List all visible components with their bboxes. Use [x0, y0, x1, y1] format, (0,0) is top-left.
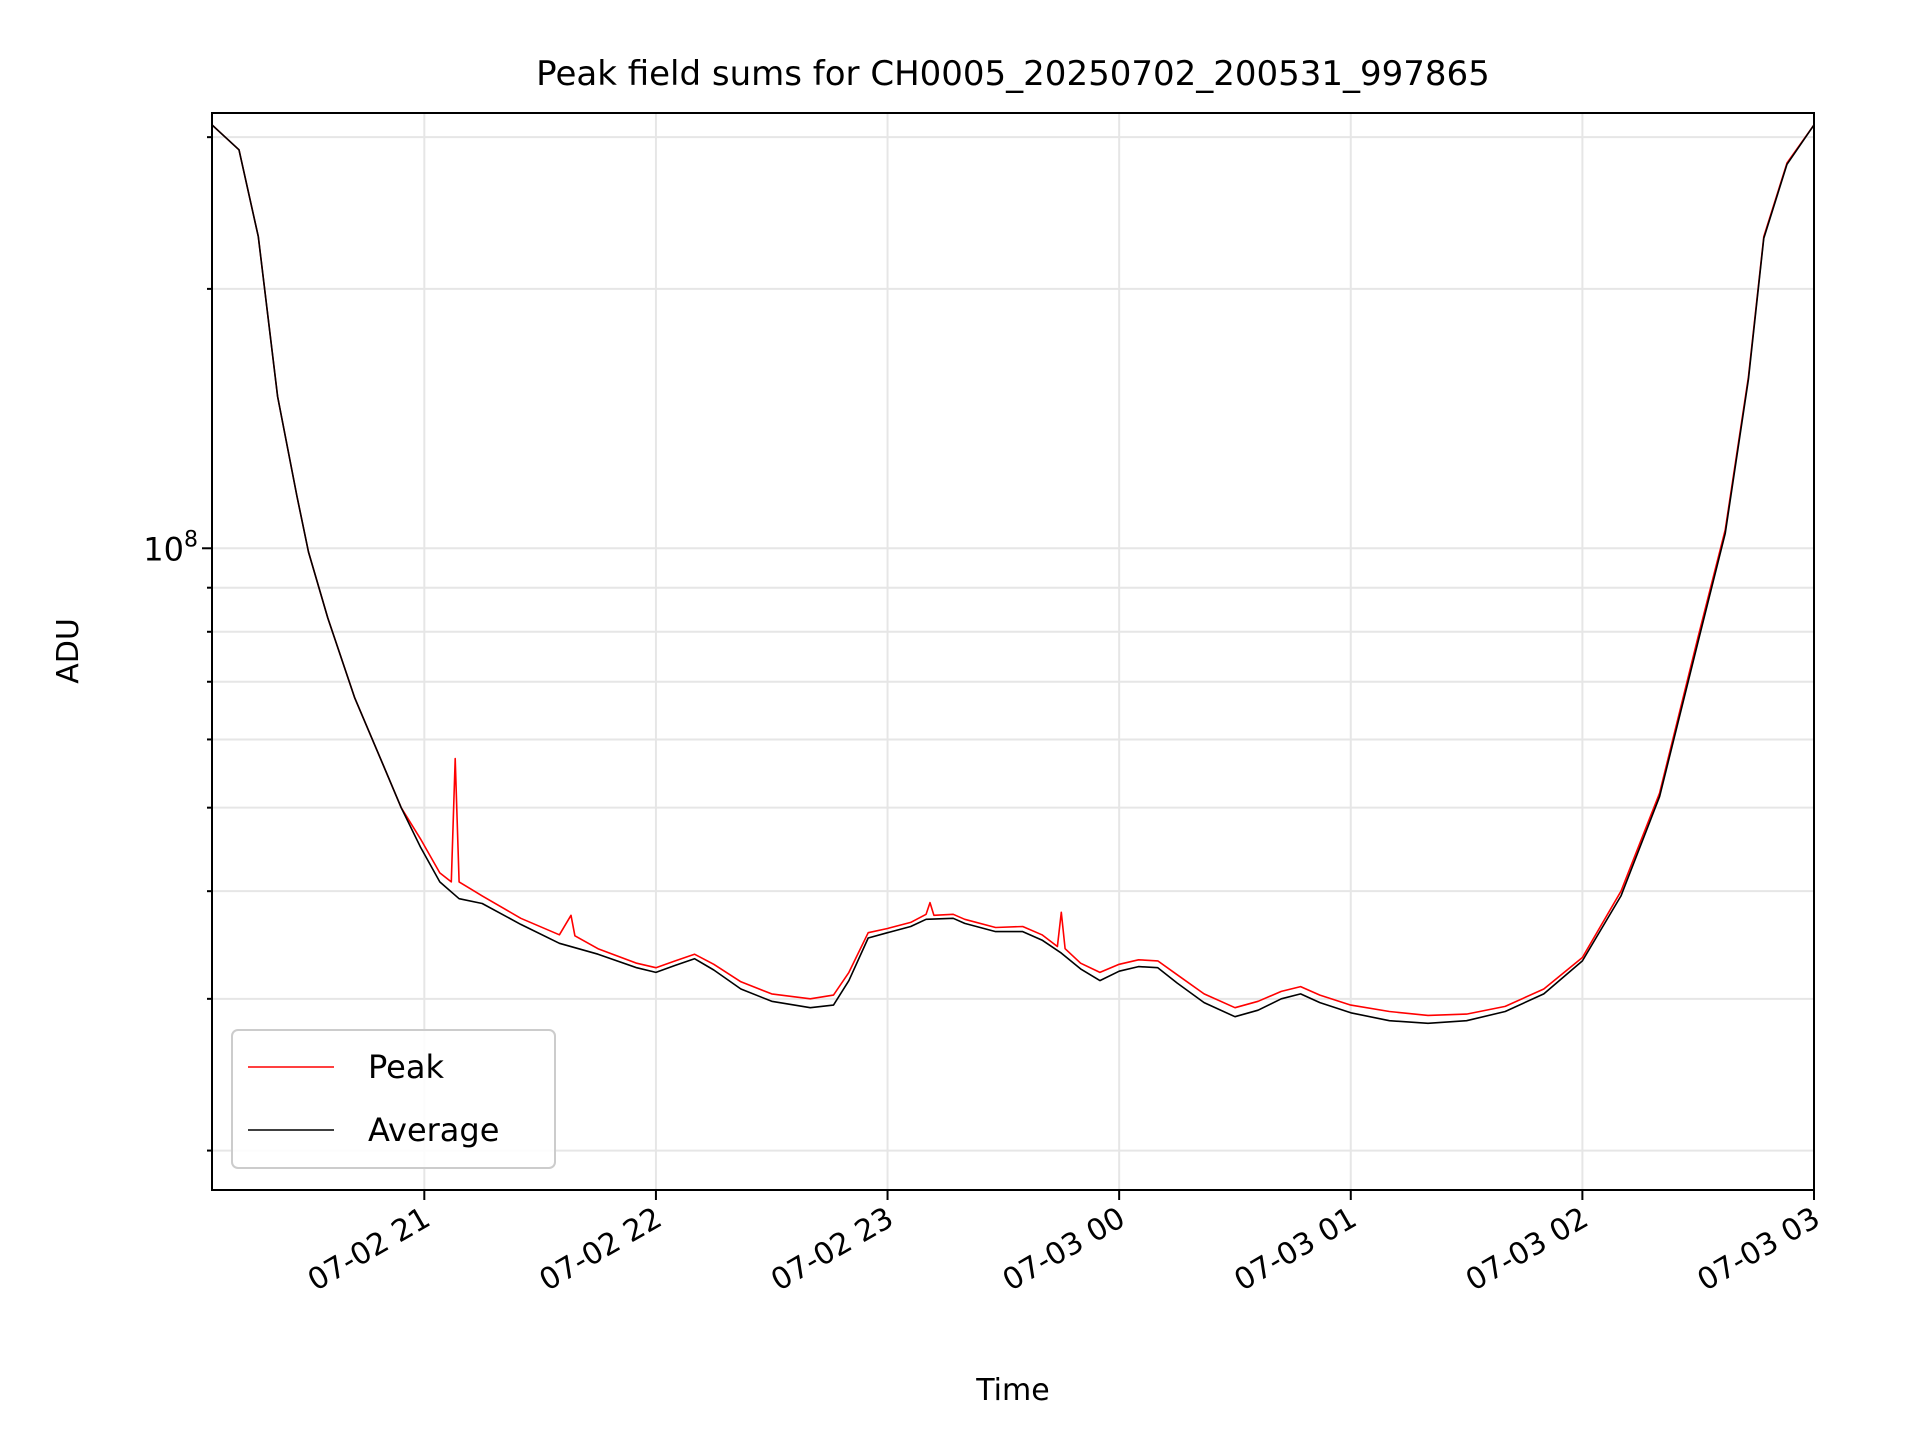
- legend-box: [231, 1029, 556, 1169]
- series-layer: [211, 124, 1815, 1025]
- legend: Peak Average: [231, 1029, 556, 1169]
- chart-title: Peak field sums for CH0005_20250702_2005…: [536, 54, 1490, 94]
- series-line-peak: [211, 124, 1815, 1017]
- plot-frame: [211, 112, 1815, 1191]
- series-line-average: [211, 124, 1815, 1025]
- grid: [212, 113, 1815, 1190]
- legend-label-average: Average: [368, 1111, 499, 1149]
- legend-label-peak: Peak: [368, 1048, 444, 1086]
- y-axis-label: ADU: [51, 618, 86, 684]
- x-axis-label: Time: [975, 1373, 1049, 1408]
